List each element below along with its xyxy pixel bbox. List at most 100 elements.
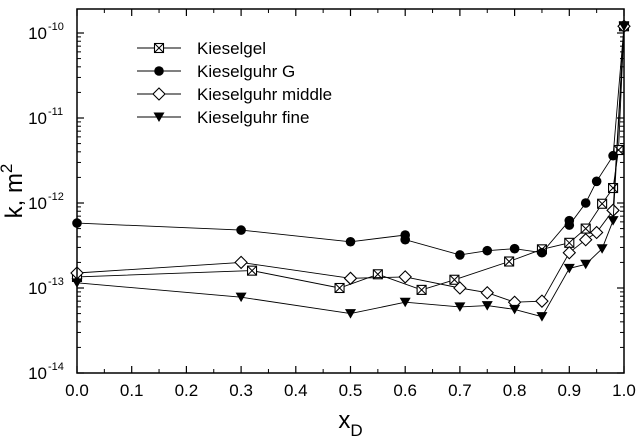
data-point (345, 309, 356, 319)
data-point (504, 256, 515, 267)
marker-triangle (509, 304, 521, 315)
legend: Kieselgel Kieselguhr G Kieselguhr middle Ki… (137, 39, 332, 127)
y-axis-title-sup: 2 (0, 164, 16, 173)
data-point (580, 259, 592, 270)
x-tick-label: 0.2 (175, 381, 199, 400)
data-point (153, 42, 165, 54)
marker-diamond (562, 245, 577, 260)
data-point (481, 301, 493, 311)
data-point (509, 304, 521, 315)
marker-circle (509, 243, 520, 254)
legend-item: Kieselgel (137, 39, 266, 58)
y-tick-exponent: -11 (48, 106, 63, 118)
x-tick-label: 0.5 (339, 381, 363, 400)
y-tick-exponent: -12 (48, 191, 64, 203)
y-axis-title: k, m2 (0, 164, 28, 219)
data-point (562, 245, 577, 260)
y-tick-base: 10 (28, 24, 47, 43)
y-tick-label: 10 (28, 24, 47, 43)
y-tick-base: 10 (28, 109, 47, 128)
data-point (235, 292, 247, 303)
marker-cross (247, 265, 257, 276)
y-tick-exponent: -14 (48, 361, 64, 373)
data-point (152, 87, 166, 101)
series-kieselgel (71, 21, 630, 295)
x-tick-label: 0.4 (284, 381, 308, 400)
marker-diamond (343, 271, 358, 286)
marker-cross (416, 285, 427, 295)
marker-circle (482, 245, 493, 256)
legend-item: Kieselguhr middle (137, 85, 332, 104)
legend-item: Kieselguhr fine (137, 108, 309, 127)
data-point (537, 247, 547, 258)
data-point (343, 271, 358, 286)
marker-triangle (580, 259, 592, 270)
marker-triangle (536, 312, 548, 322)
y-tick-label: 10 (28, 279, 47, 298)
data-point (449, 274, 460, 285)
legend-label: Kieselgel (197, 39, 266, 58)
marker-circle (154, 66, 164, 76)
marker-circle (455, 250, 465, 260)
marker-circle (345, 236, 356, 247)
marker-triangle (481, 301, 493, 311)
x-tick-label: 1.0 (612, 381, 636, 400)
marker-triangle (596, 244, 608, 254)
data-point (453, 281, 467, 295)
data-point (399, 297, 411, 308)
x-tick-label: 0.0 (65, 381, 89, 400)
y-tick-exponent: -13 (48, 276, 64, 288)
legend-label: Kieselguhr middle (197, 85, 332, 104)
y-tick-label: 10 (28, 364, 47, 383)
y-tick-base: 10 (28, 279, 47, 298)
x-tick-label: 0.8 (503, 381, 527, 400)
data-point (580, 198, 591, 208)
y-tick-base: 10 (28, 364, 47, 383)
marker-triangle (153, 112, 165, 122)
data-point (564, 220, 575, 230)
data-point (578, 232, 593, 247)
marker-diamond (453, 281, 467, 295)
x-axis-title-sub: D (350, 421, 362, 440)
marker-triangle (563, 263, 575, 274)
marker-diamond (589, 225, 604, 240)
marker-cross (608, 183, 618, 193)
marker-triangle (607, 216, 619, 226)
data-point (608, 150, 618, 161)
x-tick-label: 0.3 (229, 381, 253, 400)
y-tick-label: 10 (28, 194, 47, 213)
marker-circle (591, 176, 602, 187)
data-point (154, 66, 164, 76)
x-tick-label: 0.7 (448, 381, 472, 400)
marker-circle (537, 247, 547, 258)
legend-item: Kieselguhr G (137, 62, 295, 81)
data-point (153, 112, 165, 122)
y-axis-title-base: k, m (1, 173, 28, 218)
legend-label: Kieselguhr fine (197, 108, 309, 127)
marker-triangle (345, 309, 356, 319)
marker-diamond (234, 255, 248, 270)
x-axis-title: xD (338, 407, 362, 440)
marker-triangle (235, 292, 247, 303)
data-point (596, 244, 608, 254)
y-tick-exponent: -10 (48, 21, 64, 33)
marker-cross (564, 237, 575, 248)
data-point (234, 255, 248, 270)
data-point (416, 284, 427, 295)
marker-diamond (535, 294, 549, 308)
marker-diamond (578, 232, 593, 247)
data-point (591, 176, 602, 187)
data-point (482, 245, 493, 256)
data-point (580, 223, 591, 234)
legend-label: Kieselguhr G (197, 62, 295, 81)
x-axis-title-base: x (338, 407, 350, 434)
marker-circle (400, 234, 411, 245)
marker-triangle (399, 297, 411, 308)
marker-cross (449, 274, 460, 285)
data-point (345, 236, 356, 247)
data-point (509, 243, 520, 254)
marker-circle (608, 150, 618, 161)
marker-diamond (152, 87, 166, 101)
x-tick-label: 0.6 (393, 381, 417, 400)
